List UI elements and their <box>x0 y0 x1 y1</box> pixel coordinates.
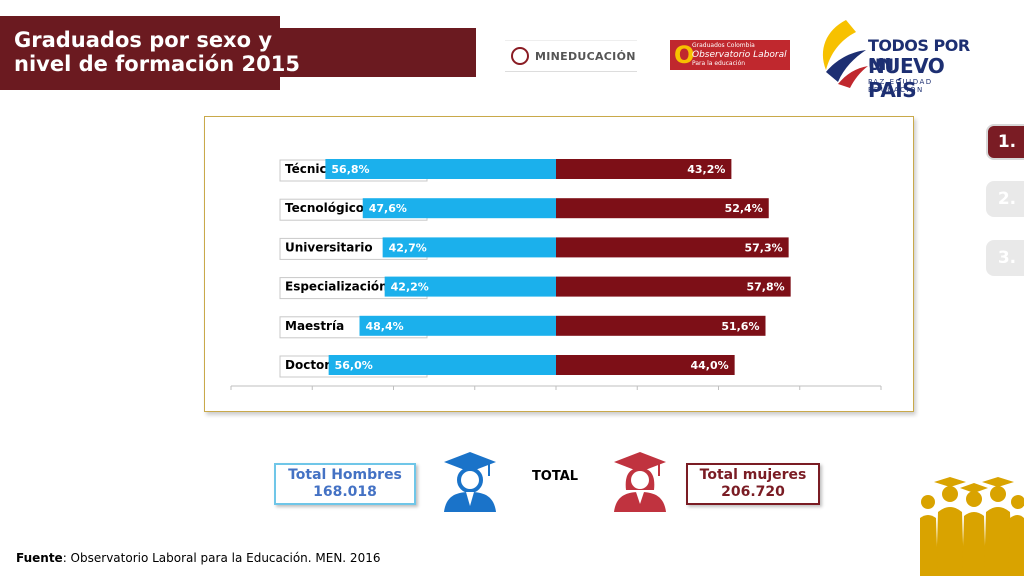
category-label: Tecnológico <box>285 201 364 215</box>
data-label-mujeres: 43,2% <box>687 163 725 176</box>
total-label: TOTAL <box>531 469 579 484</box>
total-men-value: 168.018 <box>313 484 377 500</box>
male-graduate-icon <box>444 452 496 512</box>
source-text: : Observatorio Laboral para la Educación… <box>62 551 381 565</box>
bar-mujeres <box>556 315 766 336</box>
total-men-box: Total Hombres 168.018 <box>274 463 416 505</box>
female-graduate-icon <box>614 452 666 512</box>
title-band <box>0 28 476 77</box>
coat-of-arms-icon <box>511 47 529 65</box>
source-note: Fuente: Observatorio Laboral para la Edu… <box>16 551 380 565</box>
chart-frame: Técnica profesional56,8%43,2%Tecnológico… <box>204 116 914 412</box>
data-label-hombres: 48,4% <box>365 320 403 333</box>
observatorio-o-icon: O <box>674 41 695 69</box>
mineducacion-label: MINEDUCACIÓN <box>535 49 636 63</box>
category-label-bg <box>205 197 353 220</box>
data-label-mujeres: 57,8% <box>746 281 784 294</box>
data-label-hombres: 56,0% <box>335 359 373 372</box>
bar-hombres <box>384 276 556 297</box>
category-label: Universitario <box>285 240 373 254</box>
todos-por-un-nuevo-pais-logo: TODOS POR UN NUEVO PAÍS PAZ EQUIDAD EDUC… <box>816 16 986 102</box>
category-label-bg <box>205 158 353 180</box>
bar-mujeres <box>556 237 789 258</box>
observatorio-small-label: Graduados Colombia <box>692 42 755 49</box>
source-label: Fuente <box>16 551 63 565</box>
bar-hombres <box>325 159 556 179</box>
page-title: Graduados por sexo y nivel de formación … <box>14 28 300 76</box>
mineducacion-logo: MINEDUCACIÓN <box>505 40 637 72</box>
data-label-mujeres: 51,6% <box>721 320 759 333</box>
data-label-hombres: 42,2% <box>391 281 429 294</box>
graduates-crowd-icon <box>920 477 1024 576</box>
bar-hombres <box>362 198 556 219</box>
todos-line-1: TODOS POR UN <box>868 36 970 74</box>
total-men-label: Total Hombres <box>288 467 402 483</box>
bar-mujeres <box>556 355 735 375</box>
data-label-mujeres: 57,3% <box>744 241 782 254</box>
observatorio-name-label: Observatorio Laboral <box>692 50 787 60</box>
total-women-box: Total mujeres 206.720 <box>686 463 820 505</box>
bar-hombres <box>328 355 556 375</box>
nav-item-3[interactable]: 3. <box>986 240 1024 276</box>
data-label-hombres: 56,8% <box>331 163 369 176</box>
bar-mujeres <box>556 159 732 179</box>
nav-item-1[interactable]: 1. <box>986 124 1024 160</box>
category-label-bg <box>205 314 353 337</box>
data-label-mujeres: 52,4% <box>725 202 763 215</box>
data-label-hombres: 42,7% <box>389 241 427 254</box>
data-label-mujeres: 44,0% <box>690 359 728 372</box>
data-label-hombres: 47,6% <box>369 202 407 215</box>
todos-line-2: NUEVO PAÍS <box>868 54 945 102</box>
category-label: Maestría <box>285 319 344 333</box>
bar-hombres <box>359 315 556 336</box>
flag-swoosh-icon <box>822 20 868 88</box>
bar-mujeres <box>556 276 791 297</box>
diverging-bar-chart: Técnica profesional56,8%43,2%Tecnológico… <box>205 158 882 390</box>
bar-mujeres <box>556 198 769 219</box>
total-women-value: 206.720 <box>721 484 785 500</box>
nav-item-2[interactable]: 2. <box>986 181 1024 217</box>
category-label: Especialización <box>285 280 388 294</box>
observatorio-logo: O Graduados Colombia Observatorio Labora… <box>670 40 790 70</box>
category-label-bg <box>205 354 353 376</box>
category-label-bg <box>205 236 353 259</box>
category-label-bg <box>205 275 353 298</box>
bar-hombres <box>382 237 556 258</box>
todos-line-3: PAZ EQUIDAD EDUCACIÓN <box>868 78 933 94</box>
observatorio-sub-label: Para la educación <box>692 60 746 67</box>
total-women-label: Total mujeres <box>699 467 807 483</box>
